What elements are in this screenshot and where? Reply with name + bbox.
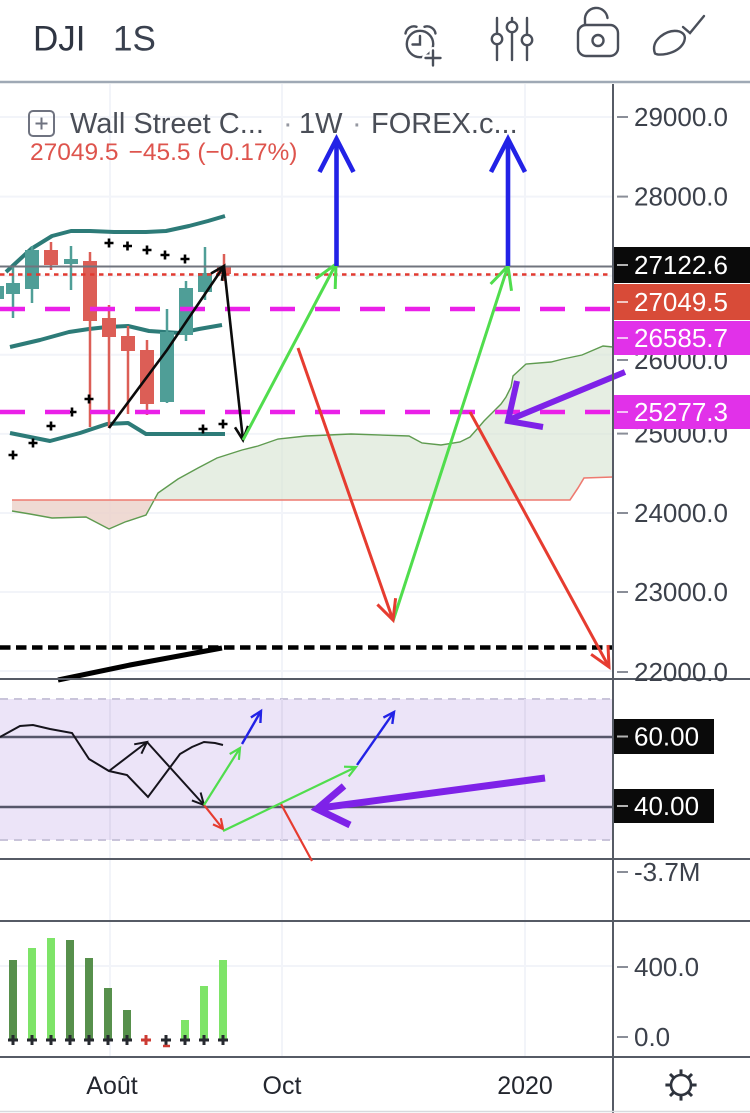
svg-text:·: · — [283, 108, 293, 140]
svg-text:1S: 1S — [113, 20, 156, 59]
svg-text:2020: 2020 — [497, 1072, 553, 1100]
svg-text:FOREX.c...: FOREX.c... — [371, 108, 518, 140]
svg-text:27049.5: 27049.5 — [634, 287, 728, 317]
svg-text:DJI: DJI — [33, 20, 86, 59]
svg-text:40.00: 40.00 — [634, 791, 699, 821]
svg-text:29000.0: 29000.0 — [634, 102, 728, 132]
svg-text:25277.3: 25277.3 — [634, 397, 728, 427]
svg-text:28000.0: 28000.0 — [634, 182, 728, 212]
svg-text:·: · — [352, 108, 362, 140]
svg-text:Oct: Oct — [263, 1072, 302, 1100]
svg-text:400.0: 400.0 — [634, 952, 699, 982]
svg-text:Wall Street C...: Wall Street C... — [70, 108, 264, 140]
svg-text:23000.0: 23000.0 — [634, 577, 728, 607]
svg-text:24000.0: 24000.0 — [634, 498, 728, 528]
svg-text:60.00: 60.00 — [634, 722, 699, 752]
svg-text:22000.0: 22000.0 — [634, 657, 728, 687]
svg-text:27049.5−45.5 (−0.17%): 27049.5 −45.5 (−0.17%) — [30, 139, 297, 166]
svg-text:26585.7: 26585.7 — [634, 323, 728, 353]
svg-text:27122.6: 27122.6 — [634, 250, 728, 280]
svg-text:Août: Août — [86, 1072, 137, 1100]
svg-text:-3.7M: -3.7M — [634, 857, 700, 887]
svg-text:1W: 1W — [299, 108, 343, 140]
svg-text:0.0: 0.0 — [634, 1022, 670, 1052]
